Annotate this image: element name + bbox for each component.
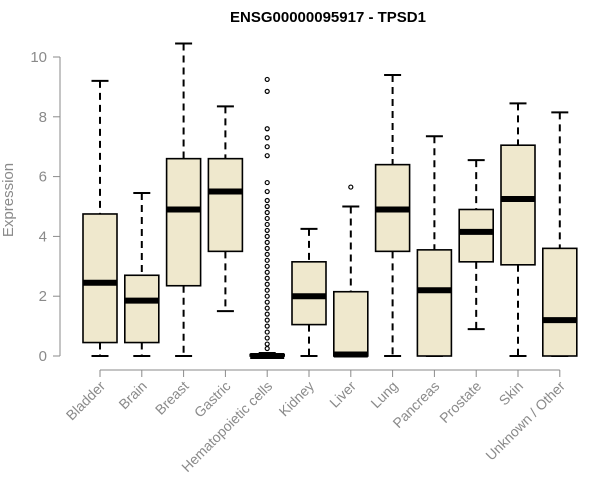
outlier-point	[264, 251, 270, 257]
outlier-point	[264, 215, 270, 222]
y-axis-label: Expression	[0, 163, 17, 237]
outlier-point	[264, 281, 270, 287]
box-rect	[416, 249, 453, 357]
x-tick-label: Prostate	[436, 378, 484, 426]
box-9	[416, 135, 453, 357]
outlier-point	[264, 233, 270, 239]
outlier-point	[264, 275, 270, 281]
outlier-point	[264, 329, 270, 335]
outlier-point	[264, 203, 270, 210]
box-4	[207, 105, 244, 313]
box-1	[82, 79, 118, 357]
outlier-point	[264, 221, 270, 228]
outlier-point	[264, 341, 270, 347]
outlier-point	[264, 263, 270, 269]
box-rect	[165, 157, 202, 287]
outlier-point	[264, 245, 270, 251]
box-7	[332, 184, 369, 358]
outlier-point	[264, 227, 270, 234]
box-5	[249, 76, 285, 359]
outlier-point	[264, 257, 270, 263]
x-tick-label: Lung	[367, 378, 400, 411]
outlier-point	[264, 335, 270, 341]
box-11	[500, 102, 536, 357]
outlier-point	[264, 135, 270, 141]
y-tick-label: 2	[39, 288, 47, 305]
x-tick-label: Brain	[115, 378, 149, 412]
box-6	[291, 227, 327, 357]
box-2	[124, 192, 160, 357]
outlier-point	[264, 287, 270, 293]
x-tick-label: Kidney	[276, 378, 318, 420]
x-tick-label: Unknown / Other	[482, 378, 568, 464]
outlier-point	[264, 323, 270, 329]
box-rect	[332, 290, 369, 357]
box-rect	[458, 208, 495, 263]
box-8	[374, 73, 411, 357]
box-3	[165, 42, 202, 357]
outlier-point	[264, 126, 270, 132]
y-tick-label: 6	[39, 169, 47, 186]
box-12	[541, 111, 578, 357]
x-tick-label: Skin	[496, 378, 527, 409]
x-tick-label: Bladder	[63, 378, 109, 424]
y-tick-label: 4	[39, 228, 47, 245]
y-tick-label: 10	[30, 49, 47, 66]
outlier-point	[264, 76, 270, 83]
outlier-point	[264, 293, 270, 299]
outlier-point	[264, 197, 270, 204]
outlier-point	[264, 305, 270, 311]
outlier-point	[264, 311, 270, 317]
outlier-point	[264, 209, 270, 216]
outlier-point	[264, 345, 270, 352]
outlier-point	[264, 317, 270, 323]
box-rect	[82, 213, 118, 344]
outlier-point	[264, 144, 270, 150]
outlier-point	[264, 153, 270, 159]
box-rect	[500, 144, 536, 266]
box-series	[82, 42, 578, 359]
box-10	[458, 159, 495, 331]
box-rect	[541, 247, 578, 357]
outlier-point	[264, 299, 270, 305]
box-rect	[124, 274, 160, 344]
outlier-point	[264, 88, 270, 94]
outlier-point	[348, 184, 354, 190]
outlier-point	[264, 188, 270, 195]
y-tick-label: 0	[39, 348, 47, 365]
x-tick-label: Liver	[326, 378, 359, 411]
y-axis: 0 2 4 6 8 10	[30, 49, 61, 365]
outlier-point	[264, 239, 270, 245]
x-tick-label: Breast	[152, 378, 192, 418]
chart-title: ENSG00000095917 - TPSD1	[230, 9, 426, 26]
outlier-point	[264, 179, 270, 186]
box-rect	[207, 157, 244, 253]
y-tick-label: 8	[39, 109, 47, 126]
outlier-point	[264, 269, 270, 275]
